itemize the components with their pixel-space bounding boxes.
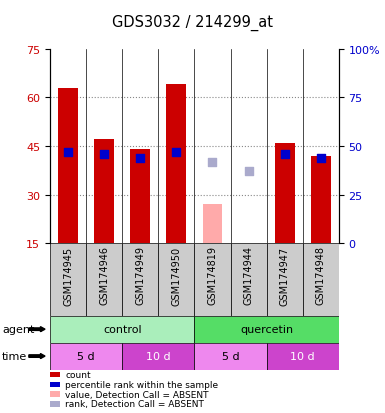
Point: [173, 149, 179, 156]
Text: 10 d: 10 d: [146, 351, 171, 361]
Text: value, Detection Call = ABSENT: value, Detection Call = ABSENT: [65, 390, 209, 399]
Text: quercetin: quercetin: [240, 324, 293, 335]
Bar: [194, 244, 231, 316]
Point: [101, 151, 107, 158]
Text: time: time: [2, 351, 27, 361]
Bar: [94, 140, 114, 244]
Point: [318, 155, 324, 161]
Bar: [166, 85, 186, 244]
Text: 5 d: 5 d: [222, 351, 239, 361]
Bar: [86, 244, 122, 316]
Bar: [158, 244, 194, 316]
Bar: [122, 343, 194, 370]
Point: [65, 149, 71, 156]
Point: [281, 151, 288, 158]
Bar: [50, 316, 194, 343]
Bar: [266, 244, 303, 316]
Text: percentile rank within the sample: percentile rank within the sample: [65, 380, 219, 389]
Text: 5 d: 5 d: [77, 351, 95, 361]
Text: agent: agent: [2, 324, 34, 335]
Bar: [203, 205, 223, 244]
Bar: [231, 244, 266, 316]
Text: count: count: [65, 370, 91, 379]
Bar: [275, 143, 295, 244]
Bar: [303, 244, 339, 316]
Text: GSM174950: GSM174950: [171, 246, 181, 305]
Text: GSM174948: GSM174948: [316, 246, 326, 305]
Bar: [131, 150, 150, 244]
Text: GSM174947: GSM174947: [280, 246, 290, 305]
Text: GSM174819: GSM174819: [208, 246, 218, 305]
Point: [137, 155, 143, 161]
Bar: [58, 88, 78, 244]
Bar: [122, 244, 158, 316]
Bar: [194, 316, 339, 343]
Text: 10 d: 10 d: [290, 351, 315, 361]
Bar: [266, 343, 339, 370]
Point: [209, 159, 216, 166]
Text: control: control: [103, 324, 142, 335]
Text: GSM174949: GSM174949: [135, 246, 145, 305]
Text: GSM174945: GSM174945: [63, 246, 73, 305]
Bar: [239, 244, 258, 247]
Text: GDS3032 / 214299_at: GDS3032 / 214299_at: [112, 14, 273, 31]
Point: [246, 169, 252, 175]
Text: rank, Detection Call = ABSENT: rank, Detection Call = ABSENT: [65, 399, 204, 408]
Bar: [50, 244, 86, 316]
Text: GSM174944: GSM174944: [244, 246, 254, 305]
Text: GSM174946: GSM174946: [99, 246, 109, 305]
Bar: [50, 343, 122, 370]
Bar: [311, 157, 331, 244]
Bar: [194, 343, 266, 370]
